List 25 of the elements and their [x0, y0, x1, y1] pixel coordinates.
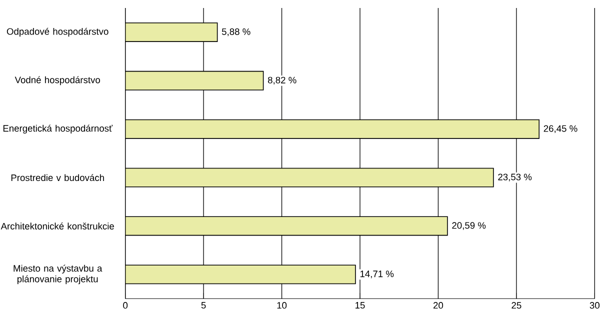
- x-tick-label: 30: [590, 302, 600, 309]
- data-label: 23,53 %: [498, 174, 532, 182]
- data-label: 26,45 %: [544, 125, 578, 133]
- x-tick-label: 10: [277, 302, 287, 309]
- x-tick-label: 20: [433, 302, 444, 309]
- y-tick-label: Energetická hospodárnosť: [3, 124, 113, 134]
- x-tick-label: 15: [356, 302, 365, 309]
- bar: [125, 264, 356, 284]
- y-tick-label: Prostredie v budovách: [11, 174, 104, 182]
- bar: [125, 216, 448, 236]
- x-tick-label: 0: [123, 302, 128, 309]
- bar: [125, 22, 218, 42]
- x-tick-label: 25: [512, 302, 522, 309]
- data-label: 14,71 %: [360, 270, 394, 278]
- x-tick-label: 5: [201, 302, 206, 309]
- y-tick-label: Vodné hospodárstvo: [14, 76, 100, 86]
- data-label: 8,82 %: [268, 76, 296, 85]
- data-label: 20,59 %: [452, 222, 486, 230]
- y-tick-label: Architektonické konštrukcie: [0, 222, 114, 230]
- y-tick-label: Miesto na výstavbu a plánovanie projektu: [14, 264, 102, 284]
- bar: [125, 168, 494, 188]
- bar: [125, 70, 264, 90]
- bar: [125, 119, 540, 139]
- data-label: 5,88 %: [222, 28, 250, 36]
- y-tick-label: Odpadové hospodárstvo: [6, 28, 108, 37]
